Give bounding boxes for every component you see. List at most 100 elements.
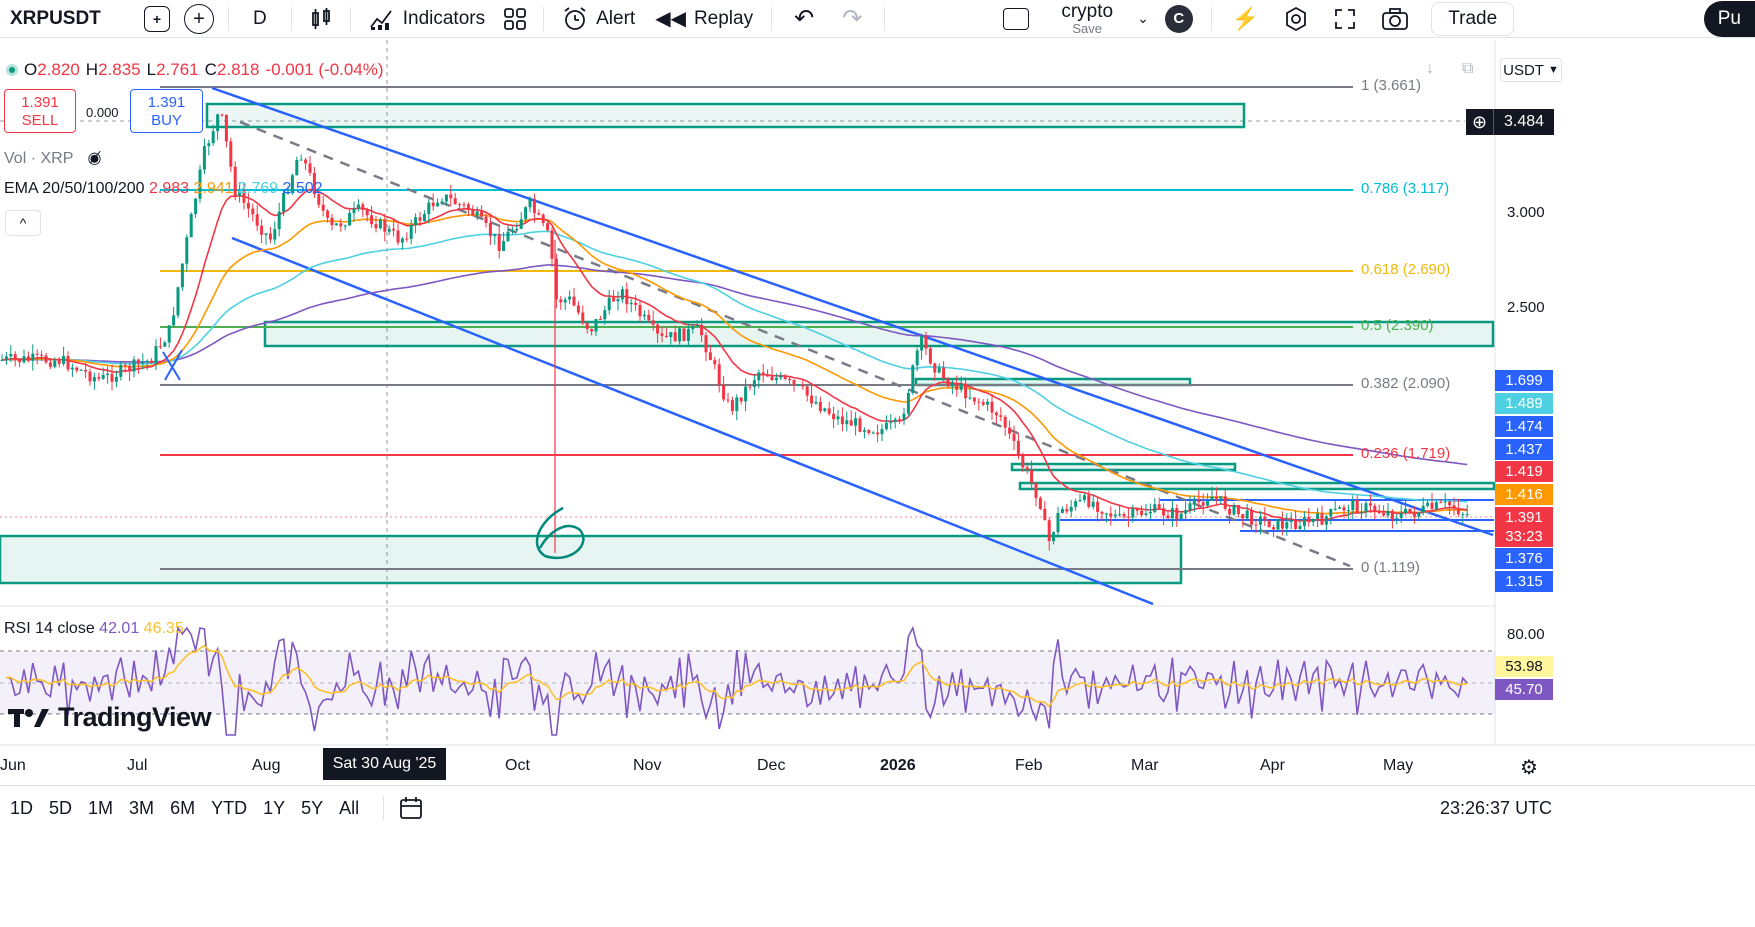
ema-label: EMA 20/50/100/200	[4, 180, 145, 197]
candle-body	[1258, 516, 1262, 525]
undo-button[interactable]: ↶	[780, 0, 828, 38]
ema-legend[interactable]: EMA 20/50/100/200 2.983 2.941 2.769 2.50…	[4, 180, 323, 198]
candle-body	[1439, 502, 1443, 504]
ema-20-value: 2.983	[149, 180, 190, 197]
volume-label: Vol · XRP	[4, 150, 74, 167]
candle-body	[497, 234, 501, 251]
add-alert-plus-icon[interactable]: ⊕	[1466, 109, 1494, 135]
rsi-tick: 80.00	[1507, 626, 1545, 643]
range-button-1d[interactable]: 1D	[10, 797, 34, 818]
range-button-5d[interactable]: 5D	[49, 797, 73, 818]
range-button-ytd[interactable]: YTD	[211, 797, 248, 818]
candle-body	[1426, 502, 1430, 506]
candle-body	[1197, 498, 1201, 503]
rsi-legend[interactable]: RSI 14 close 42.01 46.35	[4, 620, 184, 638]
replay-button[interactable]: ◀◀ Replay	[645, 0, 763, 38]
channel-lower-line[interactable]	[231, 236, 1154, 606]
channel-mid-line[interactable]	[239, 120, 1351, 568]
sell-button[interactable]: 1.391 SELL	[4, 89, 76, 133]
candle-body	[612, 297, 616, 302]
zone-top[interactable]	[205, 102, 1246, 129]
layout-name-button[interactable]: crypto Save	[1043, 0, 1131, 38]
price-tick: 2.500	[1507, 299, 1545, 316]
candle-body	[1338, 507, 1342, 509]
eye-hidden-icon[interactable]: ◉̸	[87, 150, 102, 167]
candle-body	[730, 400, 734, 411]
candle-body	[1131, 508, 1135, 518]
chart-settings-icon[interactable]: ⚙	[1520, 757, 1538, 779]
fib-level-label: 0.786 (3.117)	[1361, 180, 1450, 197]
price-chart[interactable]	[0, 40, 1755, 785]
layout-select-button[interactable]	[893, 0, 1043, 38]
symbol-search[interactable]: XRPUSDT +	[0, 0, 178, 38]
candle-body	[770, 376, 774, 381]
candle-body	[317, 194, 321, 205]
indicators-button[interactable]: Indicators	[359, 0, 495, 38]
candle-body	[893, 419, 897, 423]
range-button-1y[interactable]: 1Y	[263, 797, 286, 818]
trade-button[interactable]: Trade	[1431, 1, 1515, 36]
templates-button[interactable]	[495, 0, 535, 38]
settings-button[interactable]	[1271, 0, 1321, 38]
fib-retracement[interactable]	[160, 86, 1353, 570]
candle-body	[933, 363, 937, 373]
candle-body	[238, 191, 242, 196]
range-button-1m[interactable]: 1M	[88, 797, 114, 818]
calendar-icon[interactable]	[398, 795, 424, 821]
alert-button[interactable]: Alert	[552, 0, 645, 38]
layout-menu-button[interactable]: ⌄	[1131, 0, 1155, 38]
candle-body	[708, 352, 712, 361]
candle-body	[1087, 495, 1091, 507]
ema-200-value: 2.502	[282, 180, 323, 197]
avatar: C	[1164, 4, 1193, 33]
collapse-legend-button[interactable]: ^	[5, 210, 41, 236]
fullscreen-button[interactable]	[1321, 0, 1369, 38]
range-button-all[interactable]: All	[339, 797, 360, 818]
currency-select[interactable]: USDT ▼	[1500, 58, 1562, 82]
time-axis-label: Jun	[0, 757, 26, 774]
zone-bottom[interactable]	[0, 534, 1183, 585]
divider	[771, 6, 773, 31]
tradingview-logo[interactable]: TradingView	[8, 702, 212, 733]
candle-body	[101, 375, 105, 379]
range-button-6m[interactable]: 6M	[170, 797, 196, 818]
redo-button[interactable]: ↷	[828, 0, 876, 38]
zone-feb-2[interactable]	[1018, 481, 1496, 491]
chart-type-button[interactable]	[300, 0, 342, 38]
candle-body	[1280, 518, 1284, 529]
interval-button[interactable]: D	[237, 0, 283, 38]
handwritten-six-annotation[interactable]	[535, 506, 585, 559]
candle-body	[959, 383, 963, 390]
volume-legend[interactable]: Vol · XRP ◉̸	[4, 148, 102, 168]
candle-body	[849, 420, 853, 426]
maximize-pane-icon[interactable]: ⧉	[1462, 60, 1474, 77]
candle-body	[1346, 510, 1350, 512]
candle-body	[515, 228, 519, 231]
candle-body	[722, 384, 726, 400]
channel-upper-line[interactable]	[211, 86, 1494, 537]
candle-body	[466, 204, 470, 211]
candle-body	[876, 432, 880, 435]
ema-100-value: 2.769	[238, 180, 279, 197]
download-arrow-icon[interactable]: ↓	[1426, 60, 1434, 77]
candle-body	[1074, 501, 1078, 507]
publish-button[interactable]: Pu	[1703, 1, 1755, 37]
candle-body	[1012, 433, 1016, 441]
candle-body	[1003, 416, 1007, 428]
account-button[interactable]: C	[1155, 0, 1203, 38]
x-mark-annotation[interactable]	[162, 349, 183, 381]
compare-symbol-icon[interactable]: +	[184, 3, 214, 34]
buy-button[interactable]: 1.391 BUY	[130, 89, 203, 133]
zone-feb[interactable]	[1010, 462, 1237, 472]
crosshair-price-label[interactable]: ⊕ 3.484	[1466, 109, 1554, 135]
utc-clock[interactable]: 23:26:37 UTC	[1440, 798, 1553, 818]
candle-body	[4, 356, 8, 360]
quick-search-button[interactable]: ⚡	[1220, 0, 1271, 38]
add-symbol-icon[interactable]: +	[144, 5, 170, 32]
range-button-5y[interactable]: 5Y	[301, 797, 324, 818]
candle-body	[1390, 510, 1394, 520]
sell-price: 1.391	[21, 94, 59, 111]
range-button-3m[interactable]: 3M	[129, 797, 155, 818]
snapshot-button[interactable]	[1369, 0, 1421, 38]
high-label: H	[85, 60, 99, 79]
